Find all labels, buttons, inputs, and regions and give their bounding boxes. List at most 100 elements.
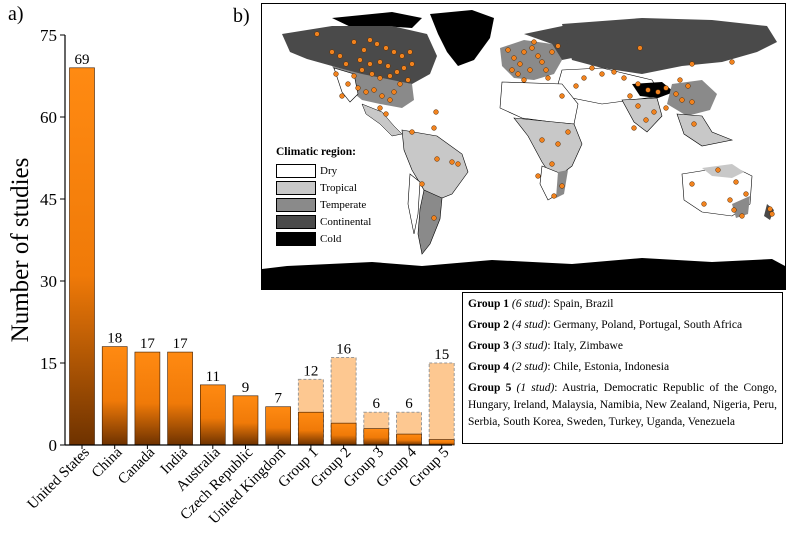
world-map bbox=[262, 10, 785, 289]
study-site-point bbox=[399, 53, 405, 59]
legend-item-dry: Dry bbox=[276, 163, 337, 179]
group-name: Group 4 bbox=[468, 361, 510, 373]
study-site-point bbox=[374, 41, 380, 47]
study-site-point bbox=[387, 73, 393, 79]
group-total-bar bbox=[428, 362, 455, 446]
study-site-point bbox=[385, 63, 391, 69]
legend-label: Continental bbox=[320, 216, 372, 228]
bar bbox=[232, 395, 259, 446]
south-asia-tropical bbox=[621, 97, 663, 133]
study-site-point bbox=[419, 181, 425, 187]
study-site-point bbox=[529, 45, 535, 51]
study-sites bbox=[314, 31, 775, 221]
australia-tropical bbox=[702, 164, 744, 178]
study-site-point bbox=[405, 77, 411, 83]
south-america-dry bbox=[407, 173, 421, 235]
study-site-point bbox=[677, 77, 683, 83]
study-site-point bbox=[531, 39, 537, 45]
legend-label: Tropical bbox=[320, 182, 357, 194]
study-site-point bbox=[663, 105, 669, 111]
study-site-point bbox=[339, 93, 345, 99]
data-label: 15 bbox=[434, 347, 449, 363]
study-site-point bbox=[701, 201, 707, 207]
y-tick-label: 0 bbox=[49, 436, 58, 455]
data-label: 18 bbox=[107, 331, 122, 347]
study-site-point bbox=[379, 93, 385, 99]
study-site-point bbox=[767, 206, 773, 212]
asia-temperate bbox=[667, 80, 717, 116]
panel-a-label: a) bbox=[8, 3, 24, 25]
study-site-point bbox=[631, 125, 637, 131]
bar bbox=[298, 411, 324, 446]
bar bbox=[134, 351, 161, 446]
bar bbox=[101, 346, 128, 446]
legend-swatch bbox=[276, 232, 316, 246]
legend-item-continental: Continental bbox=[276, 214, 371, 230]
study-site-point bbox=[733, 179, 739, 185]
legend-title: Climatic region: bbox=[276, 146, 356, 158]
study-site-point bbox=[431, 125, 437, 131]
study-site-point bbox=[351, 73, 357, 79]
study-site-point bbox=[343, 61, 349, 67]
group-countries: : Italy, Zimbawe bbox=[547, 340, 623, 352]
study-site-point bbox=[521, 49, 527, 55]
bar bbox=[363, 428, 390, 446]
study-site-point bbox=[355, 85, 361, 91]
group-count: (1 stud) bbox=[516, 382, 555, 394]
y-tick-label: 45 bbox=[40, 190, 57, 209]
south-america-tropical bbox=[401, 129, 469, 201]
study-site-point bbox=[545, 75, 551, 81]
groups-description: Group 1 (6 stud): Spain, Brazil Group 2 … bbox=[462, 292, 783, 444]
panel-b-label: b) bbox=[233, 5, 250, 27]
study-site-point bbox=[655, 89, 661, 95]
group-name: Group 5 bbox=[468, 382, 512, 394]
study-site-point bbox=[401, 65, 407, 71]
study-site-point bbox=[637, 45, 643, 51]
study-site-point bbox=[329, 49, 335, 55]
study-site-point bbox=[369, 71, 375, 77]
climate-legend: Climatic region: Dry Tropical Temperate … bbox=[270, 143, 380, 255]
study-site-point bbox=[555, 141, 561, 147]
group-entry: Group 4 (2 stud): Chile, Estonia, Indone… bbox=[468, 359, 777, 376]
study-site-point bbox=[643, 117, 649, 123]
study-site-point bbox=[611, 69, 617, 75]
group-name: Group 1 bbox=[468, 298, 510, 310]
bar bbox=[428, 439, 455, 446]
group-name: Group 2 bbox=[468, 319, 510, 331]
legend-label: Dry bbox=[320, 165, 338, 177]
south-america-temperate bbox=[417, 189, 443, 255]
study-site-point bbox=[377, 59, 383, 65]
study-site-point bbox=[621, 75, 627, 81]
y-tick-label: 15 bbox=[40, 354, 57, 373]
north-america-continental bbox=[282, 26, 437, 84]
study-site-point bbox=[359, 67, 365, 73]
study-site-point bbox=[363, 89, 369, 95]
legend-swatch bbox=[276, 215, 316, 229]
data-label: 7 bbox=[274, 391, 282, 407]
study-site-point bbox=[689, 99, 695, 105]
data-label: 6 bbox=[373, 396, 381, 412]
study-site-point bbox=[377, 75, 383, 81]
bar bbox=[330, 422, 357, 446]
study-site-point bbox=[377, 105, 383, 111]
data-label: 69 bbox=[75, 52, 90, 68]
study-site-point bbox=[679, 97, 685, 103]
y-tick-label: 75 bbox=[40, 26, 57, 45]
study-site-point bbox=[539, 137, 545, 143]
group-entry: Group 1 (6 stud): Spain, Brazil bbox=[468, 296, 777, 313]
legend-swatch bbox=[276, 198, 316, 212]
study-site-point bbox=[397, 81, 403, 87]
bar bbox=[265, 406, 292, 446]
study-site-point bbox=[517, 61, 523, 67]
legend-item-temperate: Temperate bbox=[276, 197, 366, 213]
group-entry: Group 5 (1 stud): Austria, Democratic Re… bbox=[468, 380, 777, 431]
study-site-point bbox=[409, 129, 415, 135]
study-site-point bbox=[314, 31, 320, 37]
legend-label: Cold bbox=[320, 233, 342, 245]
group-count: (2 stud) bbox=[511, 361, 548, 373]
y-tick-label: 60 bbox=[40, 108, 57, 127]
study-site-point bbox=[731, 207, 737, 213]
study-site-point bbox=[391, 49, 397, 55]
study-site-point bbox=[361, 47, 367, 53]
study-site-point bbox=[549, 161, 555, 167]
